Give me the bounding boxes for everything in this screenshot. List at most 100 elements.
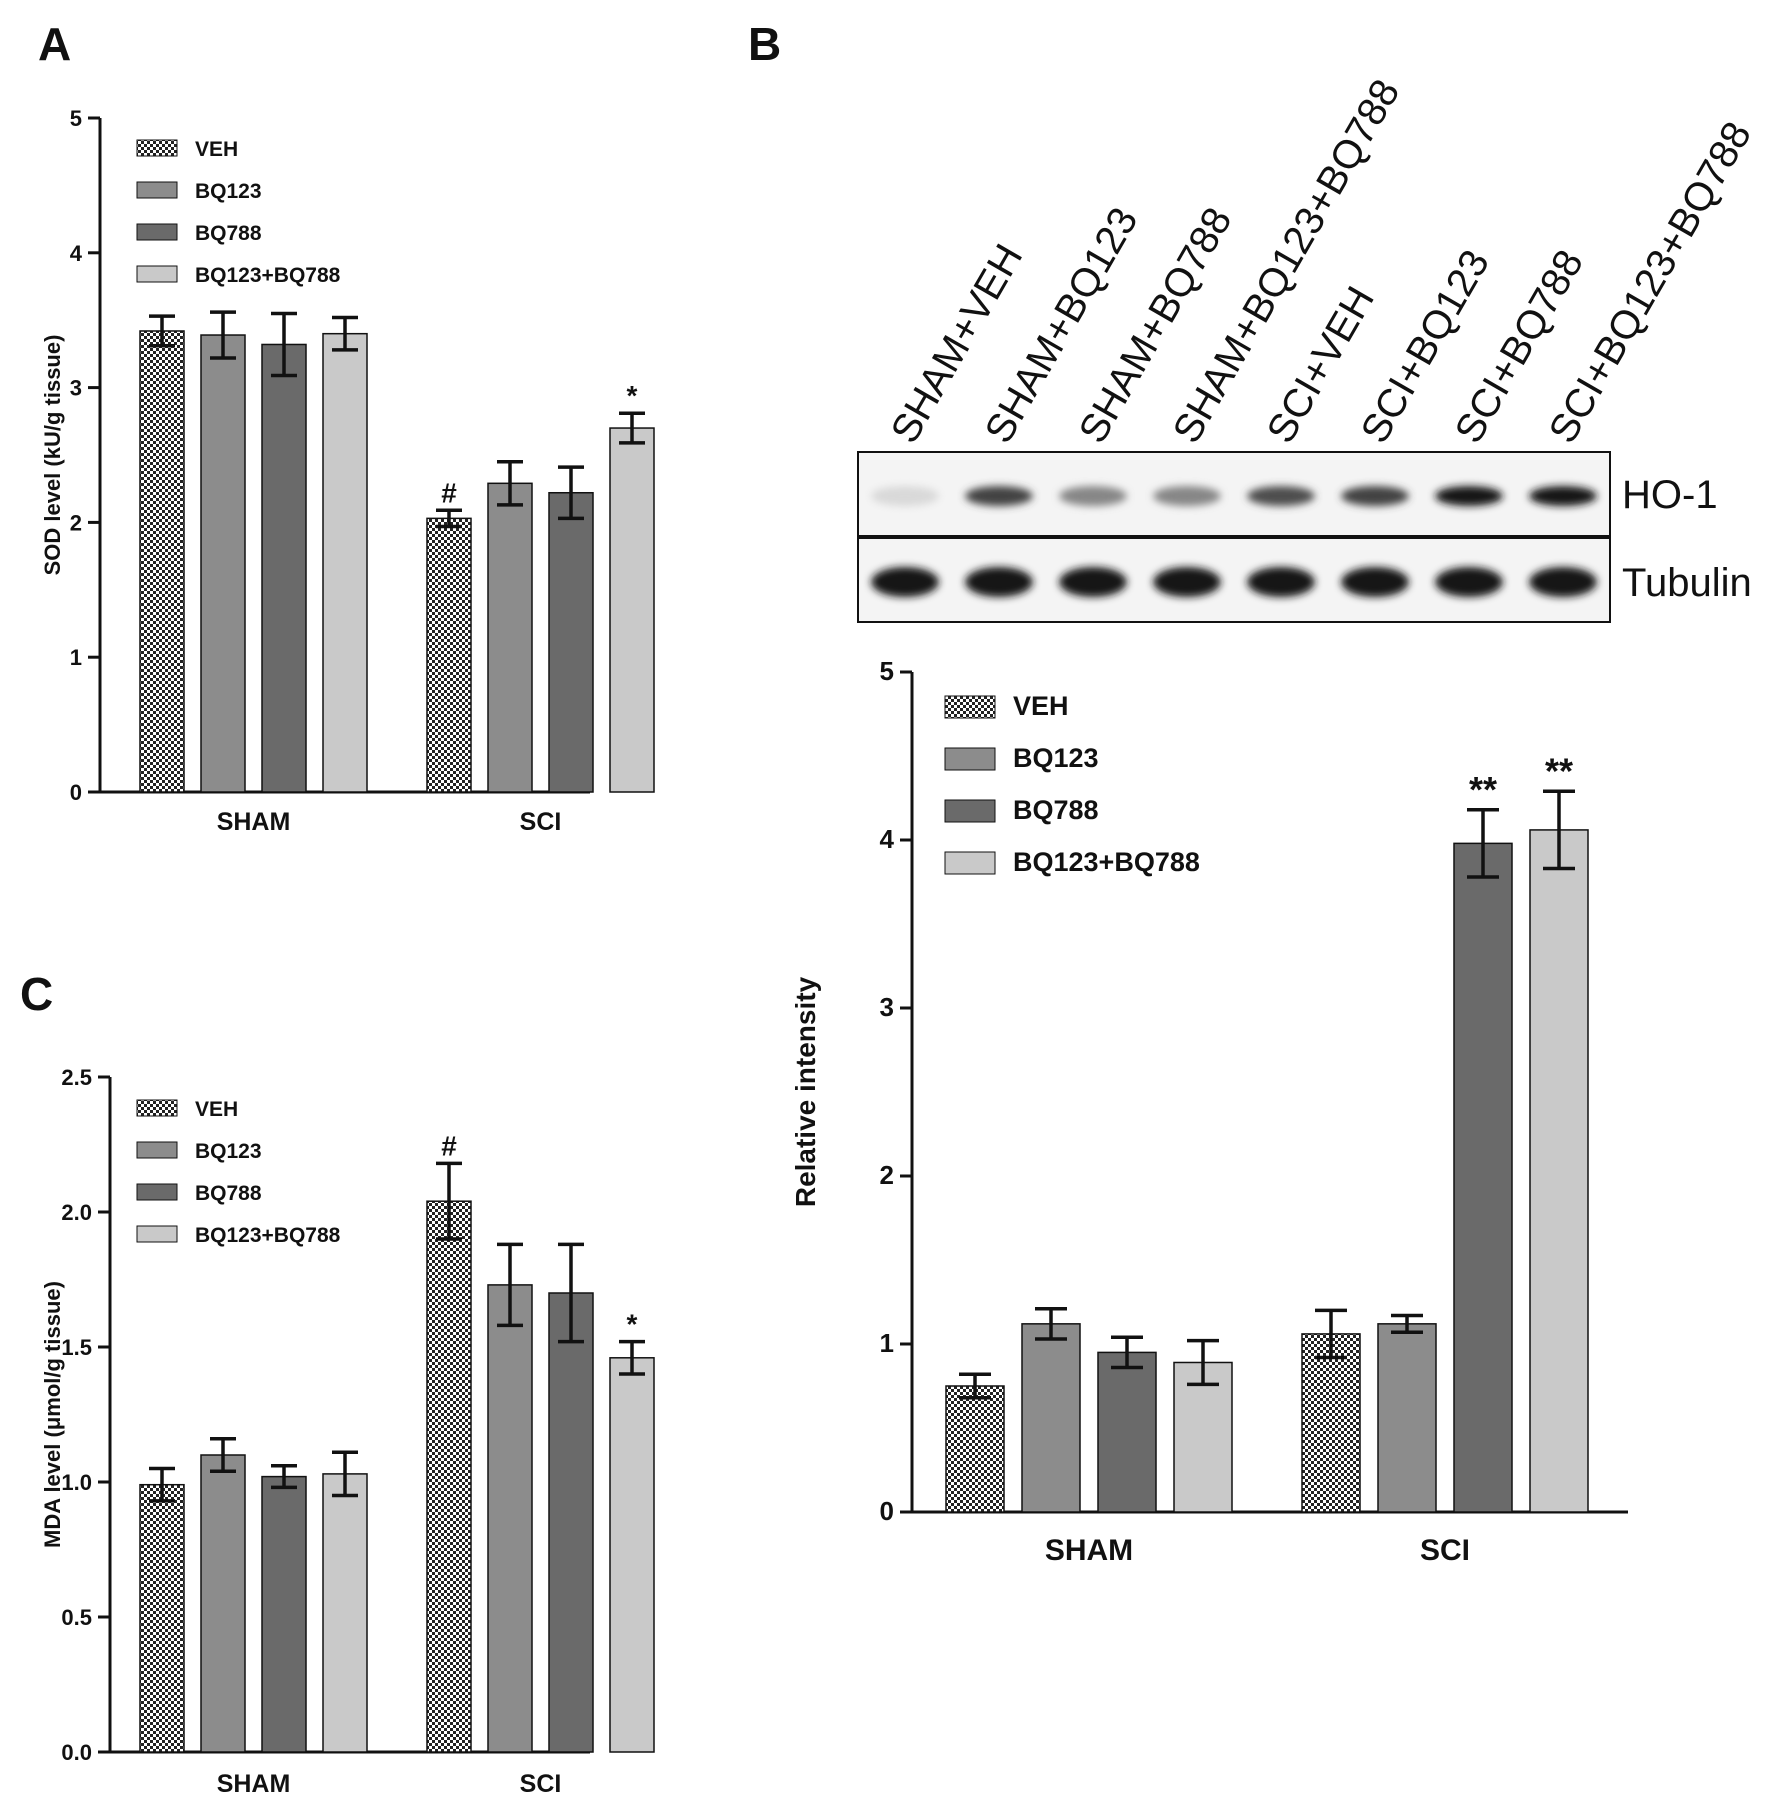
error-bar-sham-bq788 bbox=[271, 311, 297, 378]
legend-swatch-bq788 bbox=[944, 799, 996, 823]
band-tubulin-sham-bq123-bq788 bbox=[1153, 567, 1221, 597]
y-tick-label: 3 bbox=[70, 376, 82, 401]
bar-sham-veh bbox=[139, 330, 185, 793]
bar-sham-veh bbox=[139, 1483, 185, 1753]
band-tubulin-sci-bq788 bbox=[1435, 567, 1503, 597]
y-tick-label: 1.5 bbox=[61, 1335, 92, 1360]
band-ho-1-sci-bq123-bq788 bbox=[1529, 486, 1597, 506]
bar-sham-bq123-bq788 bbox=[322, 1473, 368, 1753]
bar-sci-bq123-bq788 bbox=[609, 1357, 655, 1753]
error-bar-sci-bq788 bbox=[558, 465, 584, 521]
y-tick-label: 4 bbox=[880, 824, 895, 854]
y-tick-label: 2 bbox=[70, 510, 82, 535]
error-bar-sci-bq123-bq788 bbox=[619, 411, 645, 445]
y-axis-label: Relative intensity bbox=[790, 976, 821, 1207]
significance-marker: * bbox=[627, 1309, 638, 1340]
legend-swatch-bq123-bq788 bbox=[136, 265, 178, 283]
band-tubulin-sci-bq123-bq788 bbox=[1529, 567, 1597, 597]
legend-label-bq788: BQ788 bbox=[195, 1182, 262, 1205]
legend-label-bq788: BQ788 bbox=[1013, 795, 1099, 825]
bar-sham-bq123 bbox=[1021, 1323, 1081, 1513]
legend-swatch-bq123 bbox=[136, 181, 178, 199]
band-tubulin-sham-veh bbox=[871, 567, 939, 597]
bar-sci-veh bbox=[426, 1200, 472, 1753]
error-bar-sham-bq123 bbox=[210, 310, 236, 360]
legend-swatch-veh bbox=[944, 695, 996, 719]
error-bar-sham-bq123-bq788 bbox=[332, 315, 358, 352]
error-bar-sci-bq123-bq788 bbox=[1543, 789, 1575, 871]
bar-sham-bq123 bbox=[200, 334, 246, 793]
y-tick-label: 5 bbox=[70, 106, 82, 131]
bar-sham-veh bbox=[945, 1385, 1005, 1513]
legend-label-bq123: BQ123 bbox=[195, 1140, 262, 1163]
legend-swatch-bq123-bq788 bbox=[136, 1225, 178, 1243]
blot-row-label-ho1: HO-1 bbox=[1622, 473, 1718, 517]
bar-sham-bq788 bbox=[261, 343, 307, 793]
y-tick-label: 2.5 bbox=[61, 1065, 92, 1090]
legend-swatch-bq123 bbox=[136, 1141, 178, 1159]
bar-sci-bq123-bq788 bbox=[609, 427, 655, 793]
band-ho-1-sci-bq788 bbox=[1435, 486, 1503, 506]
blot-row-label-tubulin: Tubulin bbox=[1622, 561, 1752, 605]
error-bar-sci-veh bbox=[436, 508, 462, 529]
bar-sci-bq123-bq788 bbox=[1529, 829, 1589, 1513]
band-ho-1-sci-veh bbox=[1247, 486, 1315, 506]
legend-label-veh: VEH bbox=[195, 1098, 238, 1121]
band-ho-1-sham-veh bbox=[871, 486, 939, 506]
legend-label-veh: VEH bbox=[1013, 691, 1069, 721]
bar-sci-bq788 bbox=[548, 491, 594, 793]
error-bar-sham-bq788 bbox=[1111, 1335, 1143, 1370]
legend-label-bq123-bq788: BQ123+BQ788 bbox=[195, 264, 341, 287]
band-ho-1-sham-bq123 bbox=[965, 486, 1033, 506]
y-tick-label: 3 bbox=[880, 992, 894, 1022]
panel-letter-c: C bbox=[20, 968, 53, 1020]
y-axis-label: SOD level (kU/g tissue) bbox=[40, 335, 65, 576]
band-tubulin-sci-veh bbox=[1247, 567, 1315, 597]
y-tick-label: 0.0 bbox=[61, 1740, 92, 1765]
error-bar-sci-bq123 bbox=[497, 1242, 523, 1328]
legend-label-bq123-bq788: BQ123+BQ788 bbox=[195, 1224, 341, 1247]
error-bar-sci-bq123-bq788 bbox=[619, 1339, 645, 1376]
error-bar-sham-veh bbox=[149, 1466, 175, 1503]
significance-marker: # bbox=[441, 1130, 457, 1161]
band-tubulin-sham-bq123 bbox=[965, 567, 1033, 597]
legend-swatch-bq123 bbox=[944, 747, 996, 771]
y-tick-label: 0 bbox=[880, 1496, 894, 1526]
legend-label-bq788: BQ788 bbox=[195, 222, 262, 245]
legend: VEH BQ123 BQ788 BQ123+BQ788 bbox=[136, 138, 341, 287]
error-bar-sham-bq788 bbox=[271, 1464, 297, 1490]
legend-swatch-bq788 bbox=[136, 1183, 178, 1201]
bar-sham-bq123 bbox=[200, 1454, 246, 1753]
bar-sci-bq123 bbox=[487, 482, 533, 793]
legend: VEH BQ123 BQ788 BQ123+BQ788 bbox=[944, 691, 1200, 877]
legend-swatch-bq788 bbox=[136, 223, 178, 241]
bar-sci-veh bbox=[1301, 1333, 1361, 1513]
legend-label-bq123: BQ123 bbox=[195, 180, 262, 203]
error-bar-sci-veh bbox=[1315, 1308, 1347, 1360]
y-tick-label: 5 bbox=[880, 656, 894, 686]
x-category-label-sci: SCI bbox=[520, 1770, 562, 1798]
y-tick-label: 1 bbox=[70, 645, 82, 670]
legend-swatch-veh bbox=[136, 139, 178, 157]
bar-sham-bq123-bq788 bbox=[322, 332, 368, 793]
legend-swatch-veh bbox=[136, 1099, 178, 1117]
band-tubulin-sci-bq123 bbox=[1341, 567, 1409, 597]
significance-marker: # bbox=[441, 477, 457, 508]
error-bar-sham-veh bbox=[149, 314, 175, 348]
legend: VEH BQ123 BQ788 BQ123+BQ788 bbox=[136, 1098, 341, 1247]
significance-marker: * bbox=[627, 380, 638, 411]
bar-sham-bq788 bbox=[261, 1475, 307, 1753]
band-tubulin-sham-bq788 bbox=[1059, 567, 1127, 597]
panel-letter-b: B bbox=[748, 18, 781, 70]
error-bar-sci-bq788 bbox=[1467, 808, 1499, 879]
x-category-label-sci: SCI bbox=[1420, 1534, 1470, 1567]
x-category-label-sham: SHAM bbox=[217, 808, 291, 836]
x-category-label-sham: SHAM bbox=[1045, 1534, 1133, 1567]
mda-bar-chart: 0.0 0.5 1.0 1.5 2.0 2.5 MDA level (μmol/g tiss… bbox=[40, 1065, 655, 1798]
y-tick-label: 1 bbox=[880, 1328, 894, 1358]
error-bar-sham-bq123-bq788 bbox=[1187, 1338, 1219, 1387]
band-ho-1-sham-bq123-bq788 bbox=[1153, 486, 1221, 506]
significance-marker: ** bbox=[1545, 750, 1573, 791]
significance-marker: ** bbox=[1469, 769, 1497, 810]
